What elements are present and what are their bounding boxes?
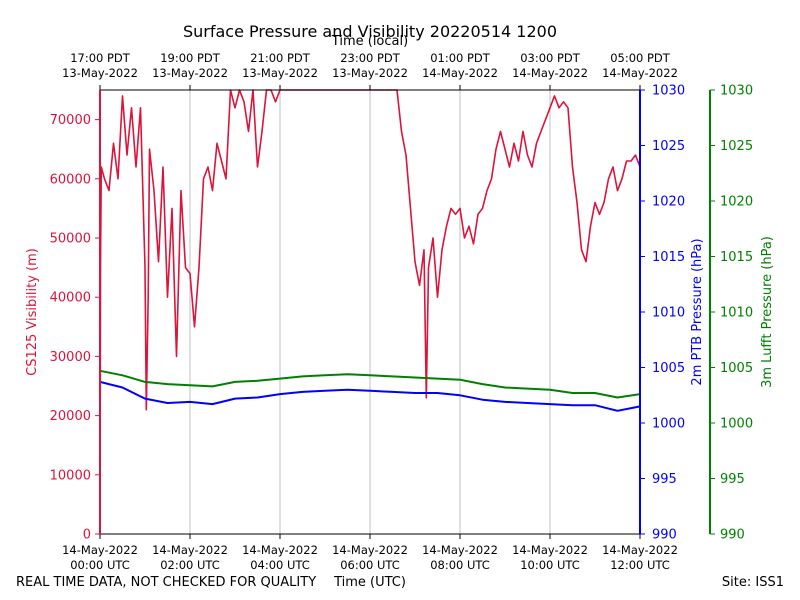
top-tick-label: 14-May-2022 — [422, 66, 498, 80]
bottom-tick-label: 00:00 UTC — [70, 558, 130, 572]
bottom-tick-label: 04:00 UTC — [250, 558, 310, 572]
top-tick-label: 01:00 PDT — [430, 51, 491, 65]
top-tick-label: 13-May-2022 — [242, 66, 318, 80]
quality-disclaimer: REAL TIME DATA, NOT CHECKED FOR QUALITY — [16, 575, 317, 590]
top-tick-label: 21:00 PDT — [250, 51, 311, 65]
right-inner-tick-label: 1000 — [652, 417, 685, 432]
left-tick-label: 40000 — [50, 291, 91, 306]
right-inner-tick-label: 1030 — [652, 84, 685, 99]
bottom-tick-label: 12:00 UTC — [610, 558, 670, 572]
left-tick-label: 30000 — [50, 350, 91, 365]
right-outer-tick-label: 990 — [720, 528, 745, 543]
ptb-pressure-series-line — [99, 380, 641, 412]
bottom-tick-label: 14-May-2022 — [422, 543, 498, 557]
right-outer-tick-label: 1025 — [720, 139, 753, 154]
bottom-tick-label: 14-May-2022 — [332, 543, 408, 557]
right-inner-tick-label: 1020 — [652, 195, 685, 210]
top-axis-label: Time (local) — [331, 34, 409, 49]
right-inner-tick-label: 995 — [652, 472, 677, 487]
left-tick-label: 20000 — [50, 409, 91, 424]
left-tick-label: 60000 — [50, 172, 91, 187]
top-tick-label: 17:00 PDT — [70, 51, 131, 65]
site-label: Site: ISS1 — [721, 575, 784, 590]
bottom-axis-label: Time (UTC) — [334, 575, 406, 590]
bottom-tick-label: 08:00 UTC — [430, 558, 490, 572]
right-outer-axis-label: 3m Lufft Pressure (hPa) — [760, 236, 775, 388]
right-inner-tick-label: 1005 — [652, 361, 685, 376]
visibility-series-line — [99, 89, 641, 535]
right-inner-tick-label: 990 — [652, 528, 677, 543]
right-outer-tick-label: 1015 — [720, 250, 753, 265]
right-outer-tick-label: 1010 — [720, 306, 753, 321]
top-tick-label: 13-May-2022 — [152, 66, 228, 80]
right-outer-tick-label: 1030 — [720, 84, 753, 99]
top-tick-label: 19:00 PDT — [160, 51, 221, 65]
bottom-tick-label: 10:00 UTC — [520, 558, 580, 572]
bottom-tick-label: 02:00 UTC — [160, 558, 220, 572]
left-tick-label: 10000 — [50, 468, 91, 483]
bottom-tick-label: 14-May-2022 — [512, 543, 588, 557]
top-tick-label: 13-May-2022 — [62, 66, 138, 80]
right-inner-tick-label: 1025 — [652, 139, 685, 154]
chart-title: Surface Pressure and Visibility 20220514… — [182, 22, 557, 41]
bottom-tick-label: 14-May-2022 — [62, 543, 138, 557]
right-outer-tick-label: 1000 — [720, 417, 753, 432]
right-outer-tick-label: 1005 — [720, 361, 753, 376]
top-tick-label: 03:00 PDT — [520, 51, 581, 65]
top-tick-label: 23:00 PDT — [340, 51, 401, 65]
right-outer-tick-label: 995 — [720, 472, 745, 487]
right-inner-axis-label: 2m PTB Pressure (hPa) — [690, 238, 705, 385]
bottom-tick-label: 14-May-2022 — [602, 543, 678, 557]
top-tick-label: 05:00 PDT — [610, 51, 671, 65]
left-tick-label: 0 — [83, 528, 91, 543]
bottom-tick-label: 14-May-2022 — [242, 543, 318, 557]
bottom-tick-label: 14-May-2022 — [152, 543, 228, 557]
right-inner-tick-label: 1015 — [652, 250, 685, 265]
top-tick-label: 14-May-2022 — [602, 66, 678, 80]
right-inner-tick-label: 1010 — [652, 306, 685, 321]
right-outer-tick-label: 1020 — [720, 195, 753, 210]
top-tick-label: 13-May-2022 — [332, 66, 408, 80]
left-tick-label: 70000 — [50, 113, 91, 128]
lufft-pressure-series-line — [99, 369, 641, 399]
bottom-tick-label: 06:00 UTC — [340, 558, 400, 572]
left-tick-label: 50000 — [50, 232, 91, 247]
left-axis-label: CS125 Visibility (m) — [25, 248, 40, 376]
top-tick-label: 14-May-2022 — [512, 66, 588, 80]
